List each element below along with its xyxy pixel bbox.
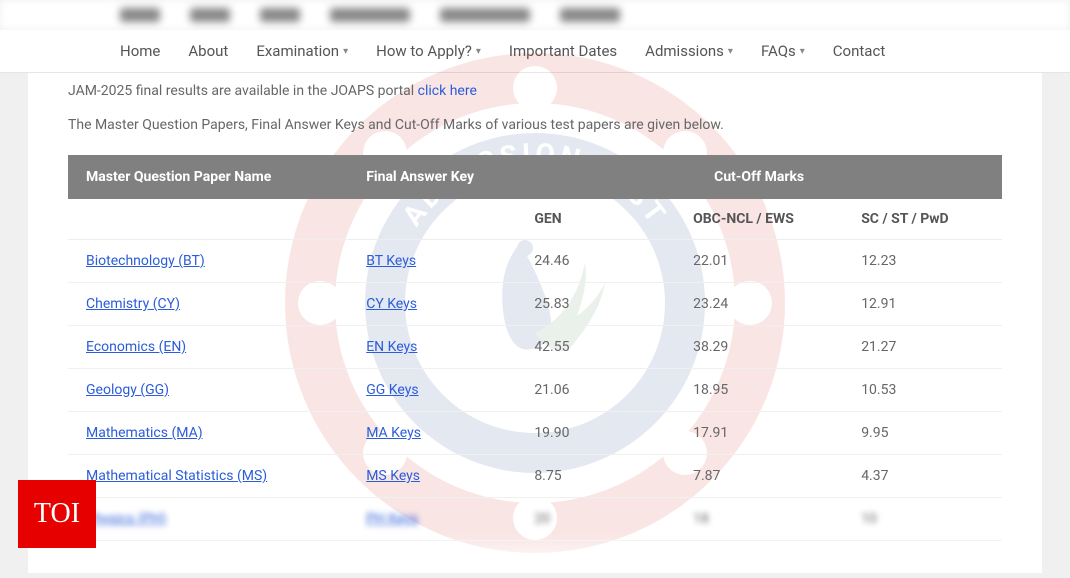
key-link[interactable]: GG Keys <box>366 382 418 398</box>
cell-sc: 10.53 <box>843 369 1002 412</box>
th-sc: SC / ST / PwD <box>843 199 1002 240</box>
th-obc: OBC-NCL / EWS <box>675 199 843 240</box>
th-paper-name: Master Question Paper Name <box>68 155 348 199</box>
nav-contact[interactable]: Contact <box>833 42 885 60</box>
chevron-down-icon: ▾ <box>476 46 481 57</box>
chevron-down-icon: ▾ <box>728 46 733 57</box>
key-link[interactable]: MA Keys <box>366 425 421 441</box>
cell-sc: 4.37 <box>843 455 1002 498</box>
cell-sc: 12.23 <box>843 240 1002 283</box>
cell-obc: 23.24 <box>675 283 843 326</box>
paper-link[interactable]: Geology (GG) <box>86 382 169 398</box>
table-row: Geology (GG) GG Keys 21.0618.9510.53 <box>68 369 1002 412</box>
description-text: The Master Question Papers, Final Answer… <box>68 117 1002 133</box>
nav-how-to-apply[interactable]: How to Apply?▾ <box>376 42 481 60</box>
table-row: Mathematics (MA) MA Keys 19.9017.919.95 <box>68 412 1002 455</box>
nav-home[interactable]: Home <box>120 42 160 60</box>
chevron-down-icon: ▾ <box>800 46 805 57</box>
nav-important-dates[interactable]: Important Dates <box>509 42 617 60</box>
paper-link[interactable]: Biotechnology (BT) <box>86 253 205 269</box>
cutoff-table: Master Question Paper Name Final Answer … <box>68 155 1002 541</box>
key-link[interactable]: CY Keys <box>366 296 417 312</box>
cell-obc: 17.91 <box>675 412 843 455</box>
chevron-down-icon: ▾ <box>343 46 348 57</box>
th-cutoff: Cut-Off Marks <box>516 155 1002 199</box>
table-row: Chemistry (CY) CY Keys 25.8323.2412.91 <box>68 283 1002 326</box>
cell-sc: 21.27 <box>843 326 1002 369</box>
paper-link[interactable]: Economics (EN) <box>86 339 186 355</box>
cell-sc: 12.91 <box>843 283 1002 326</box>
cell-gen: 42.55 <box>516 326 675 369</box>
cell-gen: 8.75 <box>516 455 675 498</box>
nav-faqs[interactable]: FAQs▾ <box>761 42 805 60</box>
key-link[interactable]: BT Keys <box>366 253 416 269</box>
cell-gen: 21.06 <box>516 369 675 412</box>
cell-gen: 24.46 <box>516 240 675 283</box>
cell-obc: 38.29 <box>675 326 843 369</box>
th-gen: GEN <box>516 199 675 240</box>
table-row: Mathematical Statistics (MS) MS Keys 8.757… <box>68 455 1002 498</box>
cell-sc: 9.95 <box>843 412 1002 455</box>
th-blank <box>348 199 516 240</box>
nav-about[interactable]: About <box>188 42 228 60</box>
cell-gen: 19.90 <box>516 412 675 455</box>
cell-obc: 7.87 <box>675 455 843 498</box>
table-row: Economics (EN) EN Keys 42.5538.2921.27 <box>68 326 1002 369</box>
paper-link[interactable]: Chemistry (CY) <box>86 296 180 312</box>
main-navbar: Home About Examination▾ How to Apply?▾ I… <box>0 30 1070 73</box>
nav-admissions[interactable]: Admissions▾ <box>645 42 733 60</box>
paper-link[interactable]: Mathematics (MA) <box>86 425 203 441</box>
cell-gen: 25.83 <box>516 283 675 326</box>
th-blank <box>68 199 348 240</box>
cell-obc: 22.01 <box>675 240 843 283</box>
click-here-link[interactable]: click here <box>418 83 477 99</box>
th-answer-key: Final Answer Key <box>348 155 516 199</box>
content-area: ADMISSION TEST JAM-2025 final results ar… <box>28 73 1042 573</box>
paper-link[interactable]: Mathematical Statistics (MS) <box>86 468 267 484</box>
top-blurred-bar <box>0 0 1070 30</box>
cell-obc: 18.95 <box>675 369 843 412</box>
table-row: Biotechnology (BT) BT Keys 24.4622.0112.23 <box>68 240 1002 283</box>
nav-examination[interactable]: Examination▾ <box>256 42 348 60</box>
results-notice: JAM-2025 final results are available in … <box>68 83 1002 99</box>
bottom-fade <box>28 533 1042 573</box>
toi-badge: TOI <box>18 480 96 548</box>
key-link[interactable]: EN Keys <box>366 339 417 355</box>
key-link[interactable]: MS Keys <box>366 468 420 484</box>
